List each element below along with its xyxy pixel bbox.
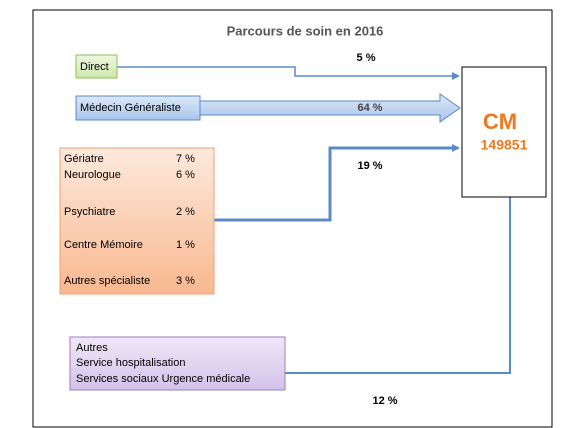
- node-box: [75, 95, 201, 121]
- edge-big-arrow: [199, 93, 461, 123]
- title: Parcours de soin en 2016: [227, 23, 384, 38]
- node-value: 149851: [481, 137, 528, 153]
- row-name: Psychiatre: [64, 206, 115, 218]
- node-box: [69, 336, 286, 391]
- node-label: Direct: [80, 61, 109, 73]
- row-pct: 2 %: [176, 206, 195, 218]
- node-label: CM: [483, 109, 517, 134]
- edge: [285, 178, 514, 374]
- node-box: [461, 66, 547, 198]
- edge: [117, 66, 460, 80]
- row-pct: 1 %: [176, 239, 195, 251]
- edge-label: 5 %: [357, 52, 376, 64]
- node-line: Autres: [76, 342, 108, 354]
- row-pct: 7 %: [176, 153, 195, 165]
- specialists: Gériatre 7 % Neurologue 6 % Psychiatre 2…: [64, 153, 195, 287]
- edge-label: 64 %: [357, 102, 382, 114]
- slide-border: [32, 9, 553, 428]
- edge-label: 12 %: [372, 395, 397, 407]
- row-name: Gériatre: [64, 153, 104, 165]
- node-line: Services sociaux Urgence médicale: [76, 373, 250, 385]
- row-name: Neurologue: [64, 169, 121, 181]
- row-pct: 6 %: [176, 169, 195, 181]
- node-box: [59, 147, 215, 295]
- row-pct: 3 %: [176, 275, 195, 287]
- node-label: Médecin Généraliste: [80, 102, 181, 114]
- edge: [214, 144, 460, 222]
- edge-label: 19 %: [357, 160, 382, 172]
- row-name: Centre Mémoire: [64, 239, 143, 251]
- node-box: [75, 54, 118, 79]
- node-line: Service hospitalisation: [76, 357, 185, 369]
- row-name: Autres spécialiste: [64, 275, 150, 287]
